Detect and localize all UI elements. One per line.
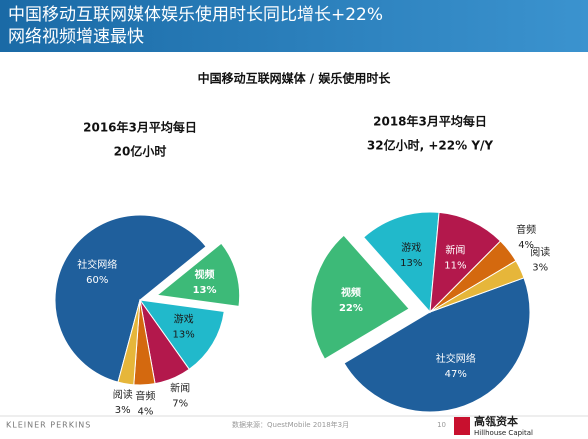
slide-title: 中国移动互联网媒体娱乐使用时长同比增长+22% (8, 4, 383, 25)
slice-label: 视频 (195, 268, 215, 281)
slice-label: 社交网络 (436, 352, 476, 365)
pie-slice (429, 211, 502, 314)
slice-label: 音频 (135, 390, 155, 403)
footer-logo: KLEINER PERKINS (6, 421, 91, 430)
pie-slice (429, 260, 525, 313)
pie-slice (138, 299, 225, 370)
pie-slice (54, 214, 207, 383)
pie-slice (117, 299, 141, 386)
chart-title: 2018年3月平均每日 (373, 114, 487, 129)
pie-slice (152, 240, 242, 309)
slice-value-label: 13% (193, 285, 217, 296)
pie-slice (362, 211, 440, 314)
footer-source: 数据来源：QuestMobile 2018年3月 (232, 420, 349, 429)
chart-subtitle: 20亿小时 (114, 144, 167, 159)
slice-value-label: 13% (173, 329, 195, 340)
brand-logo (454, 417, 470, 435)
slice-value-label: 3% (532, 263, 548, 274)
slice-label: 阅读 (113, 388, 133, 401)
pie-slice (309, 232, 413, 362)
header-bar (0, 0, 588, 52)
brand-en: Hillhouse Capital (474, 429, 533, 437)
slice-value-label: 4% (518, 240, 534, 251)
slice-label: 新闻 (170, 382, 190, 395)
slice-value-label: 4% (137, 407, 153, 418)
slice-value-label: 22% (339, 303, 363, 314)
slice-label: 游戏 (401, 241, 421, 254)
slice-value-label: 47% (445, 369, 467, 380)
slice-label: 音频 (516, 223, 536, 236)
chart-title: 2016年3月平均每日 (83, 120, 197, 135)
chart-subtitle: 32亿小时, +22% Y/Y (367, 138, 493, 153)
slide-title: 网络视频增速最快 (8, 27, 144, 47)
slice-value-label: 60% (86, 275, 108, 286)
slice-value-label: 11% (444, 261, 466, 272)
slice-label: 视频 (341, 286, 361, 299)
slice-value-label: 13% (400, 258, 422, 269)
page-number: 10 (437, 421, 446, 429)
slice-label: 新闻 (445, 244, 465, 257)
brand: 高瓴资本 (474, 414, 518, 428)
pie-slice (343, 277, 531, 413)
slice-label: 阅读 (530, 246, 550, 259)
slice-value-label: 3% (115, 405, 131, 416)
slice-label: 社交网络 (77, 258, 117, 271)
chart-heading: 中国移动互联网媒体 / 娱乐使用时长 (198, 71, 392, 86)
slice-label: 游戏 (174, 312, 194, 325)
slice-value-label: 7% (172, 399, 188, 410)
